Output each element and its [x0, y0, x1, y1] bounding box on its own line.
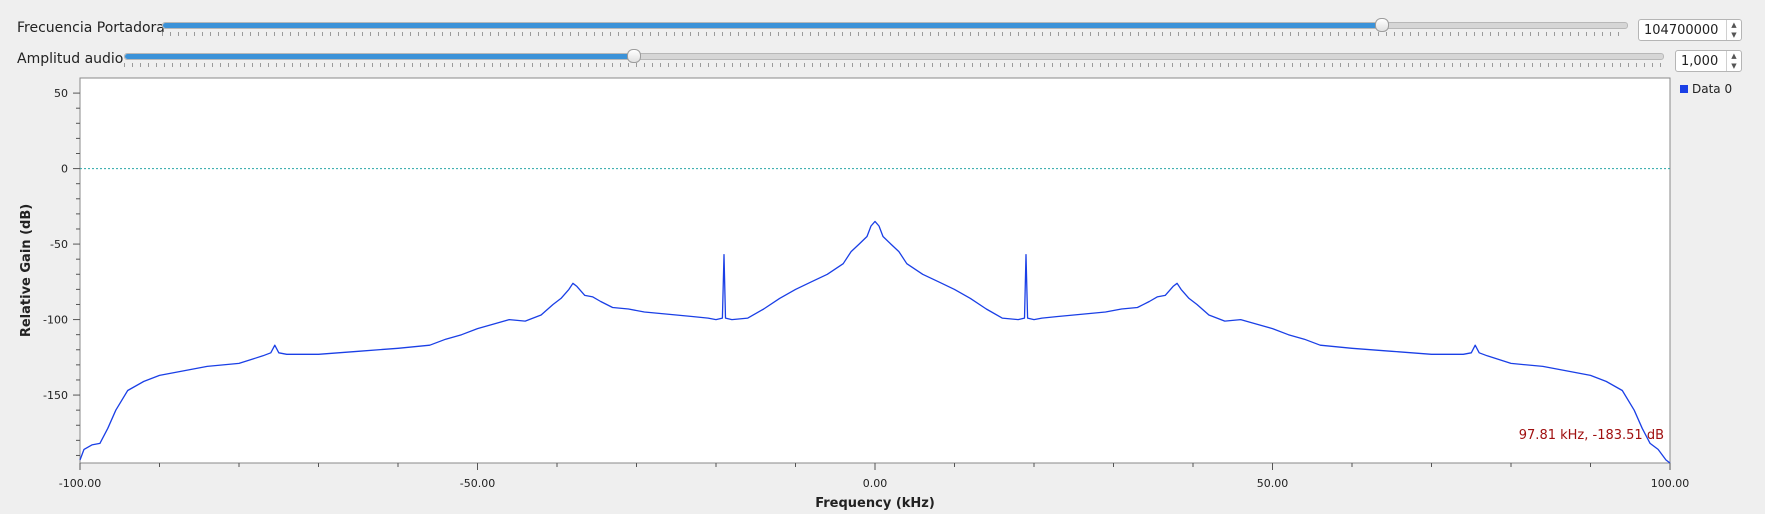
- x-tick-label: -50.00: [460, 477, 495, 490]
- amplitude-slider-handle[interactable]: [626, 49, 641, 63]
- spin-arrows-icon[interactable]: ▲ ▼: [1726, 20, 1741, 40]
- x-tick-label: 50.00: [1257, 477, 1289, 490]
- x-tick-label: 0.00: [863, 477, 888, 490]
- amplitude-spinbox[interactable]: 1,000 ▲ ▼: [1675, 50, 1742, 72]
- legend-swatch-icon: [1680, 85, 1688, 93]
- legend-label: Data 0: [1692, 82, 1733, 96]
- spectrum-trace: [79, 220, 1671, 464]
- amplitude-label: Amplitud audio: [17, 51, 124, 67]
- x-axis-title: Frequency (kHz): [815, 496, 935, 511]
- plot-area[interactable]: [79, 77, 1671, 464]
- frequency-slider[interactable]: [162, 18, 1628, 32]
- x-tick-label: 100.00: [1651, 477, 1690, 490]
- amplitude-value[interactable]: 1,000: [1681, 54, 1719, 69]
- amplitude-slider-fill: [125, 54, 633, 59]
- amplitude-slider-ticks: [124, 63, 1662, 67]
- amplitude-slider[interactable]: [124, 49, 1664, 63]
- frequency-slider-handle[interactable]: [1375, 18, 1390, 32]
- y-tick-label: 50: [54, 87, 68, 100]
- y-tick-label: -150: [43, 389, 68, 402]
- frequency-value[interactable]: 104700000: [1644, 23, 1719, 38]
- frequency-label: Frecuencia Portadora: [17, 20, 165, 36]
- cursor-readout: 97.81 kHz, -183.51 dB: [1519, 428, 1664, 443]
- y-tick-label: 0: [61, 163, 68, 176]
- spin-arrows-icon[interactable]: ▲ ▼: [1726, 51, 1741, 71]
- frequency-spinbox[interactable]: 104700000 ▲ ▼: [1638, 19, 1742, 41]
- frequency-slider-fill: [163, 23, 1382, 28]
- y-tick-label: -100: [43, 314, 68, 327]
- y-tick-label: -50: [50, 238, 68, 251]
- y-axis-title: Relative Gain (dB): [19, 204, 34, 337]
- x-tick-label: -100.00: [59, 477, 101, 490]
- legend[interactable]: Data 0: [1680, 82, 1732, 96]
- frequency-slider-ticks: [162, 32, 1626, 36]
